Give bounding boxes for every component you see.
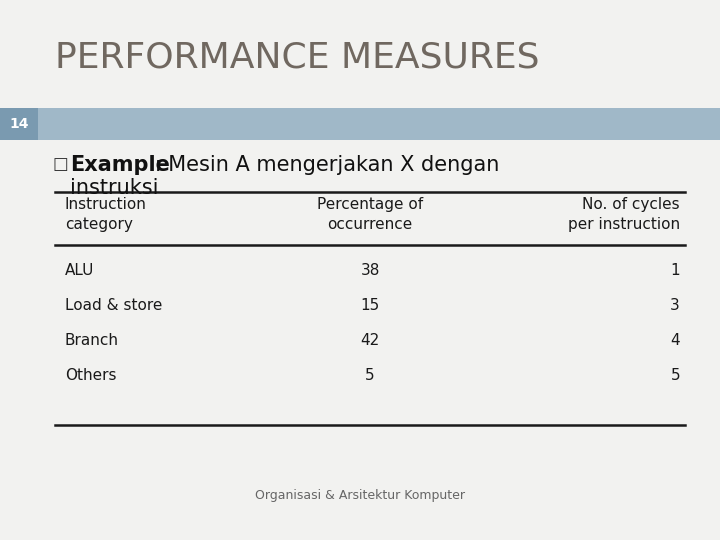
Text: Example: Example — [70, 155, 170, 175]
Text: Instruction: Instruction — [65, 197, 147, 212]
Text: 1: 1 — [670, 263, 680, 278]
Text: 15: 15 — [361, 298, 379, 313]
Text: 4: 4 — [670, 333, 680, 348]
Text: 3: 3 — [670, 298, 680, 313]
Bar — [0, 108, 38, 140]
Text: 5: 5 — [670, 368, 680, 383]
Text: instruksi: instruksi — [70, 178, 158, 198]
Text: 38: 38 — [360, 263, 379, 278]
Text: No. of cycles: No. of cycles — [582, 197, 680, 212]
Text: : Mesin A mengerjakan X dengan: : Mesin A mengerjakan X dengan — [148, 155, 500, 175]
Text: Others: Others — [65, 368, 117, 383]
Text: 42: 42 — [361, 333, 379, 348]
Text: 14: 14 — [9, 117, 29, 131]
Text: Branch: Branch — [65, 333, 119, 348]
Text: PERFORMANCE MEASURES: PERFORMANCE MEASURES — [55, 40, 539, 74]
Text: 5: 5 — [365, 368, 375, 383]
Text: category: category — [65, 217, 133, 232]
Text: Load & store: Load & store — [65, 298, 163, 313]
Text: Percentage of: Percentage of — [317, 197, 423, 212]
Text: Organisasi & Arsitektur Komputer: Organisasi & Arsitektur Komputer — [255, 489, 465, 502]
Text: ALU: ALU — [65, 263, 94, 278]
Text: per instruction: per instruction — [568, 217, 680, 232]
Text: occurrence: occurrence — [328, 217, 413, 232]
Bar — [38, 108, 720, 140]
Text: □: □ — [52, 155, 68, 173]
